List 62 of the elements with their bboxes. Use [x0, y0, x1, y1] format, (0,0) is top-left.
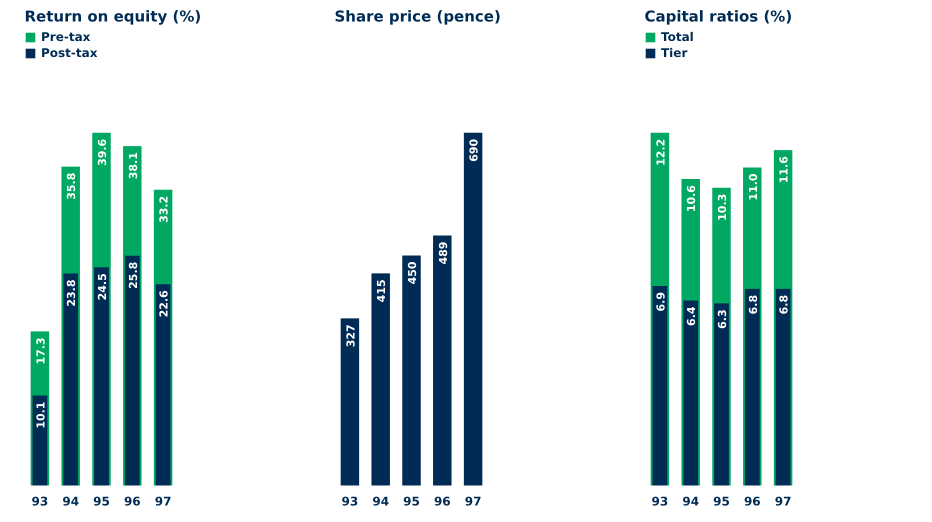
data-label: 22.6 [158, 290, 171, 318]
bar [776, 288, 790, 486]
x-tick-label: 95 [403, 494, 420, 508]
chart-title: Share price (pence) [334, 8, 501, 26]
bar [433, 236, 452, 486]
legend-label: Pre-tax [41, 30, 90, 44]
x-tick-label: 96 [124, 494, 141, 508]
data-label: 11.6 [778, 156, 791, 184]
data-label: 23.8 [65, 280, 78, 307]
data-label: 35.8 [65, 172, 78, 200]
x-tick-label: 96 [744, 494, 761, 508]
data-label: 327 [344, 324, 358, 348]
data-label: 12.2 [654, 138, 668, 166]
data-label: 10.3 [716, 194, 729, 221]
data-label: 33.2 [158, 196, 171, 223]
x-tick-label: 95 [93, 494, 110, 508]
bar [156, 284, 170, 486]
data-label: 6.3 [716, 309, 729, 329]
data-label: 6.4 [685, 306, 698, 326]
bar [32, 396, 48, 486]
x-tick-label: 93 [342, 494, 358, 508]
legend-label: Post-tax [41, 46, 98, 60]
bar [402, 255, 421, 486]
bar [744, 288, 760, 486]
data-label: 6.8 [746, 294, 760, 314]
bar [714, 303, 729, 486]
data-label: 10.6 [685, 184, 698, 212]
bar [652, 286, 668, 486]
data-label: 415 [375, 279, 388, 302]
data-label: 11.0 [746, 173, 760, 201]
bar [94, 267, 109, 486]
data-label: 450 [406, 261, 419, 284]
data-label: 38.1 [126, 152, 140, 180]
x-tick-label: 93 [652, 494, 668, 508]
legend-label: Tier [661, 46, 688, 60]
x-tick-label: 93 [32, 494, 48, 508]
bar [124, 256, 140, 486]
data-label: 17.3 [34, 337, 48, 365]
x-tick-label: 97 [774, 494, 792, 508]
legend-label: Total [661, 30, 694, 44]
bar [464, 132, 482, 486]
bar [63, 274, 78, 486]
x-tick-label: 94 [62, 494, 80, 508]
data-label: 6.8 [778, 294, 791, 314]
x-tick-label: 97 [464, 494, 482, 508]
data-label: 6.9 [654, 292, 668, 312]
bar [371, 273, 390, 486]
x-tick-label: 94 [682, 494, 700, 508]
bar [340, 318, 360, 486]
x-tick-label: 97 [154, 494, 172, 508]
data-label: 690 [468, 138, 481, 162]
data-label: 24.5 [96, 273, 109, 300]
bar [683, 300, 698, 486]
chart-title: Return on equity (%) [24, 8, 202, 26]
data-label: 39.6 [96, 138, 109, 166]
data-label: 25.8 [126, 262, 140, 289]
x-tick-label: 96 [434, 494, 451, 508]
chart-title: Capital ratios (%) [644, 8, 792, 26]
data-label: 10.1 [34, 402, 48, 429]
x-tick-label: 94 [372, 494, 390, 508]
data-label: 489 [436, 242, 450, 264]
x-tick-label: 95 [713, 494, 730, 508]
